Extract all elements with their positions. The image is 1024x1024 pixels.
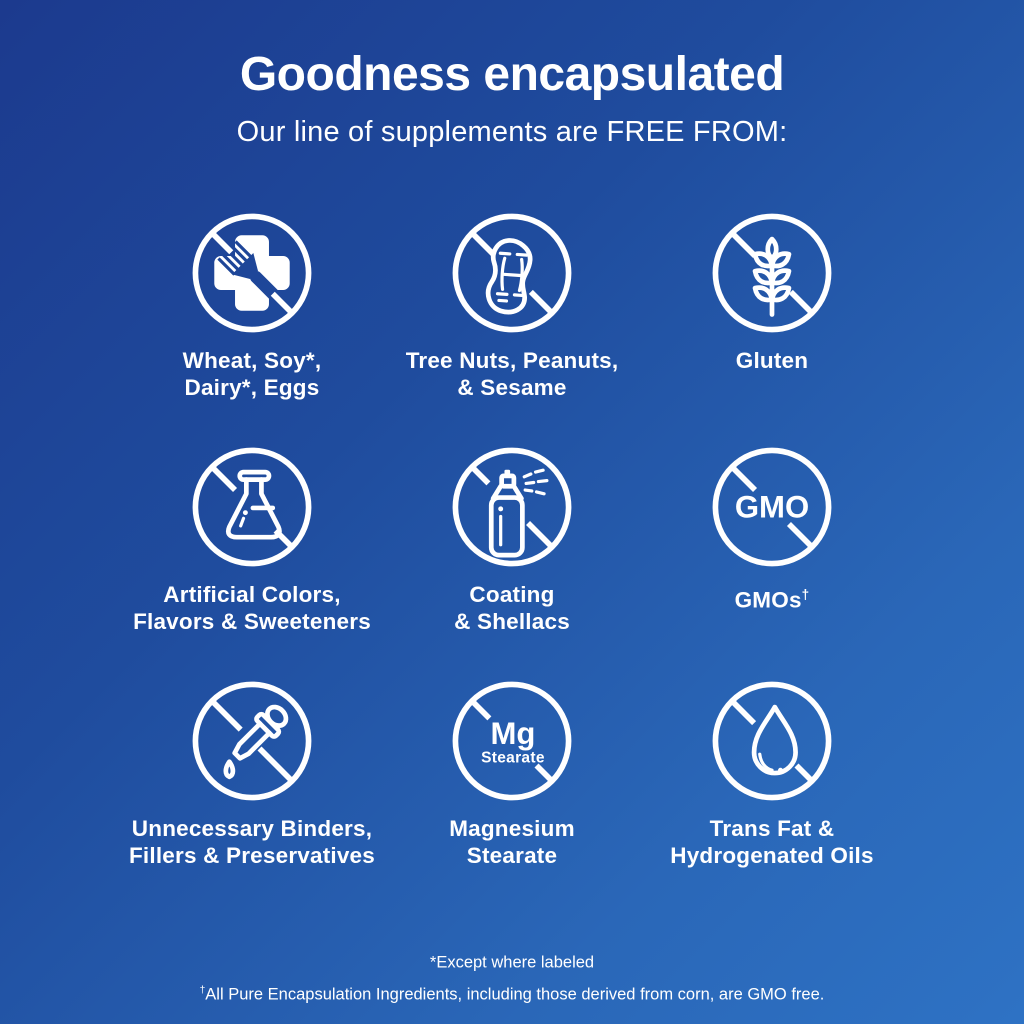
no-spray-can-icon [452,447,572,567]
free-from-item-magnesium-stearate: Mg Stearate Magnesium Stearate [446,675,578,869]
no-mg-stearate-icon: Mg Stearate [452,681,572,801]
item-label: Trans Fat & Hydrogenated Oils [670,816,873,869]
no-gmo-icon: GMO [712,447,832,567]
footnotes: *Except where labeled †All Pure Encapsul… [0,945,1024,1008]
item-label: Coating & Shellacs [454,582,570,635]
free-from-item-trans-fat-hydrogenated-oils: Trans Fat & Hydrogenated Oils [670,675,874,869]
footnote-text: *Except where labeled [429,953,595,972]
free-from-item-gmos: GMO GMOs† [706,441,838,635]
item-label-dagger: † [801,587,810,603]
free-from-item-wheat-soy-dairy-eggs: Wheat, Soy*, Dairy*, Eggs [183,207,322,401]
free-from-item-coating-shellacs: Coating & Shellacs [446,441,578,635]
item-label-text: Unnecessary Binders, Fillers & Preservat… [128,816,375,868]
item-label: Unnecessary Binders, Fillers & Preservat… [129,816,375,869]
item-label-text: Tree Nuts, Peanuts, & Sesame [405,348,619,400]
footnote-gmo-free: †All Pure Encapsulation Ingredients, inc… [0,977,1024,1009]
mg-icon-text: Mg [490,716,535,751]
item-label-text: Coating & Shellacs [454,582,570,634]
free-from-item-gluten: Gluten [706,207,838,401]
page-subtitle: Our line of supplements are FREE FROM: [236,116,788,149]
footnote-sup: † [199,984,206,996]
free-from-item-binders-fillers-preservatives: Unnecessary Binders, Fillers & Preservat… [129,675,375,869]
item-label: GMOs† [735,582,810,614]
no-oil-droplet-icon [712,681,832,801]
gmo-icon-text: GMO [735,490,809,525]
free-from-grid: Wheat, Soy*, Dairy*, Eggs [122,207,902,869]
no-medical-cross-fork-icon [186,207,318,340]
item-label-text: Wheat, Soy*, Dairy*, Eggs [182,348,322,400]
free-from-item-artificial-colors-flavors-sweeteners: Artificial Colors, Flavors & Sweeteners [133,441,371,635]
item-label: Magnesium Stearate [449,816,575,869]
no-peanut-icon [452,213,572,333]
footnote-except-where-labeled: *Except where labeled [0,945,1024,977]
no-dropper-icon [192,681,312,801]
stearate-icon-text: Stearate [481,750,545,767]
item-label: Tree Nuts, Peanuts, & Sesame [406,348,619,401]
free-from-item-tree-nuts-peanuts-sesame: Tree Nuts, Peanuts, & Sesame [406,207,619,401]
item-label-text: GMOs [734,587,802,613]
footnote-text: All Pure Encapsulation Ingredients, incl… [205,985,825,1003]
page-title: Goodness encapsulated [239,48,785,101]
no-flask-icon [192,447,312,567]
item-label: Wheat, Soy*, Dairy*, Eggs [183,348,322,401]
item-label-text: Gluten [735,348,809,374]
item-label-text: Trans Fat & Hydrogenated Oils [670,816,874,868]
item-label: Artificial Colors, Flavors & Sweeteners [133,582,371,635]
item-label: Gluten [736,348,808,375]
no-wheat-stalk-icon [712,213,832,333]
item-label-text: Magnesium Stearate [449,816,575,868]
item-label-text: Artificial Colors, Flavors & Sweeteners [133,582,371,634]
